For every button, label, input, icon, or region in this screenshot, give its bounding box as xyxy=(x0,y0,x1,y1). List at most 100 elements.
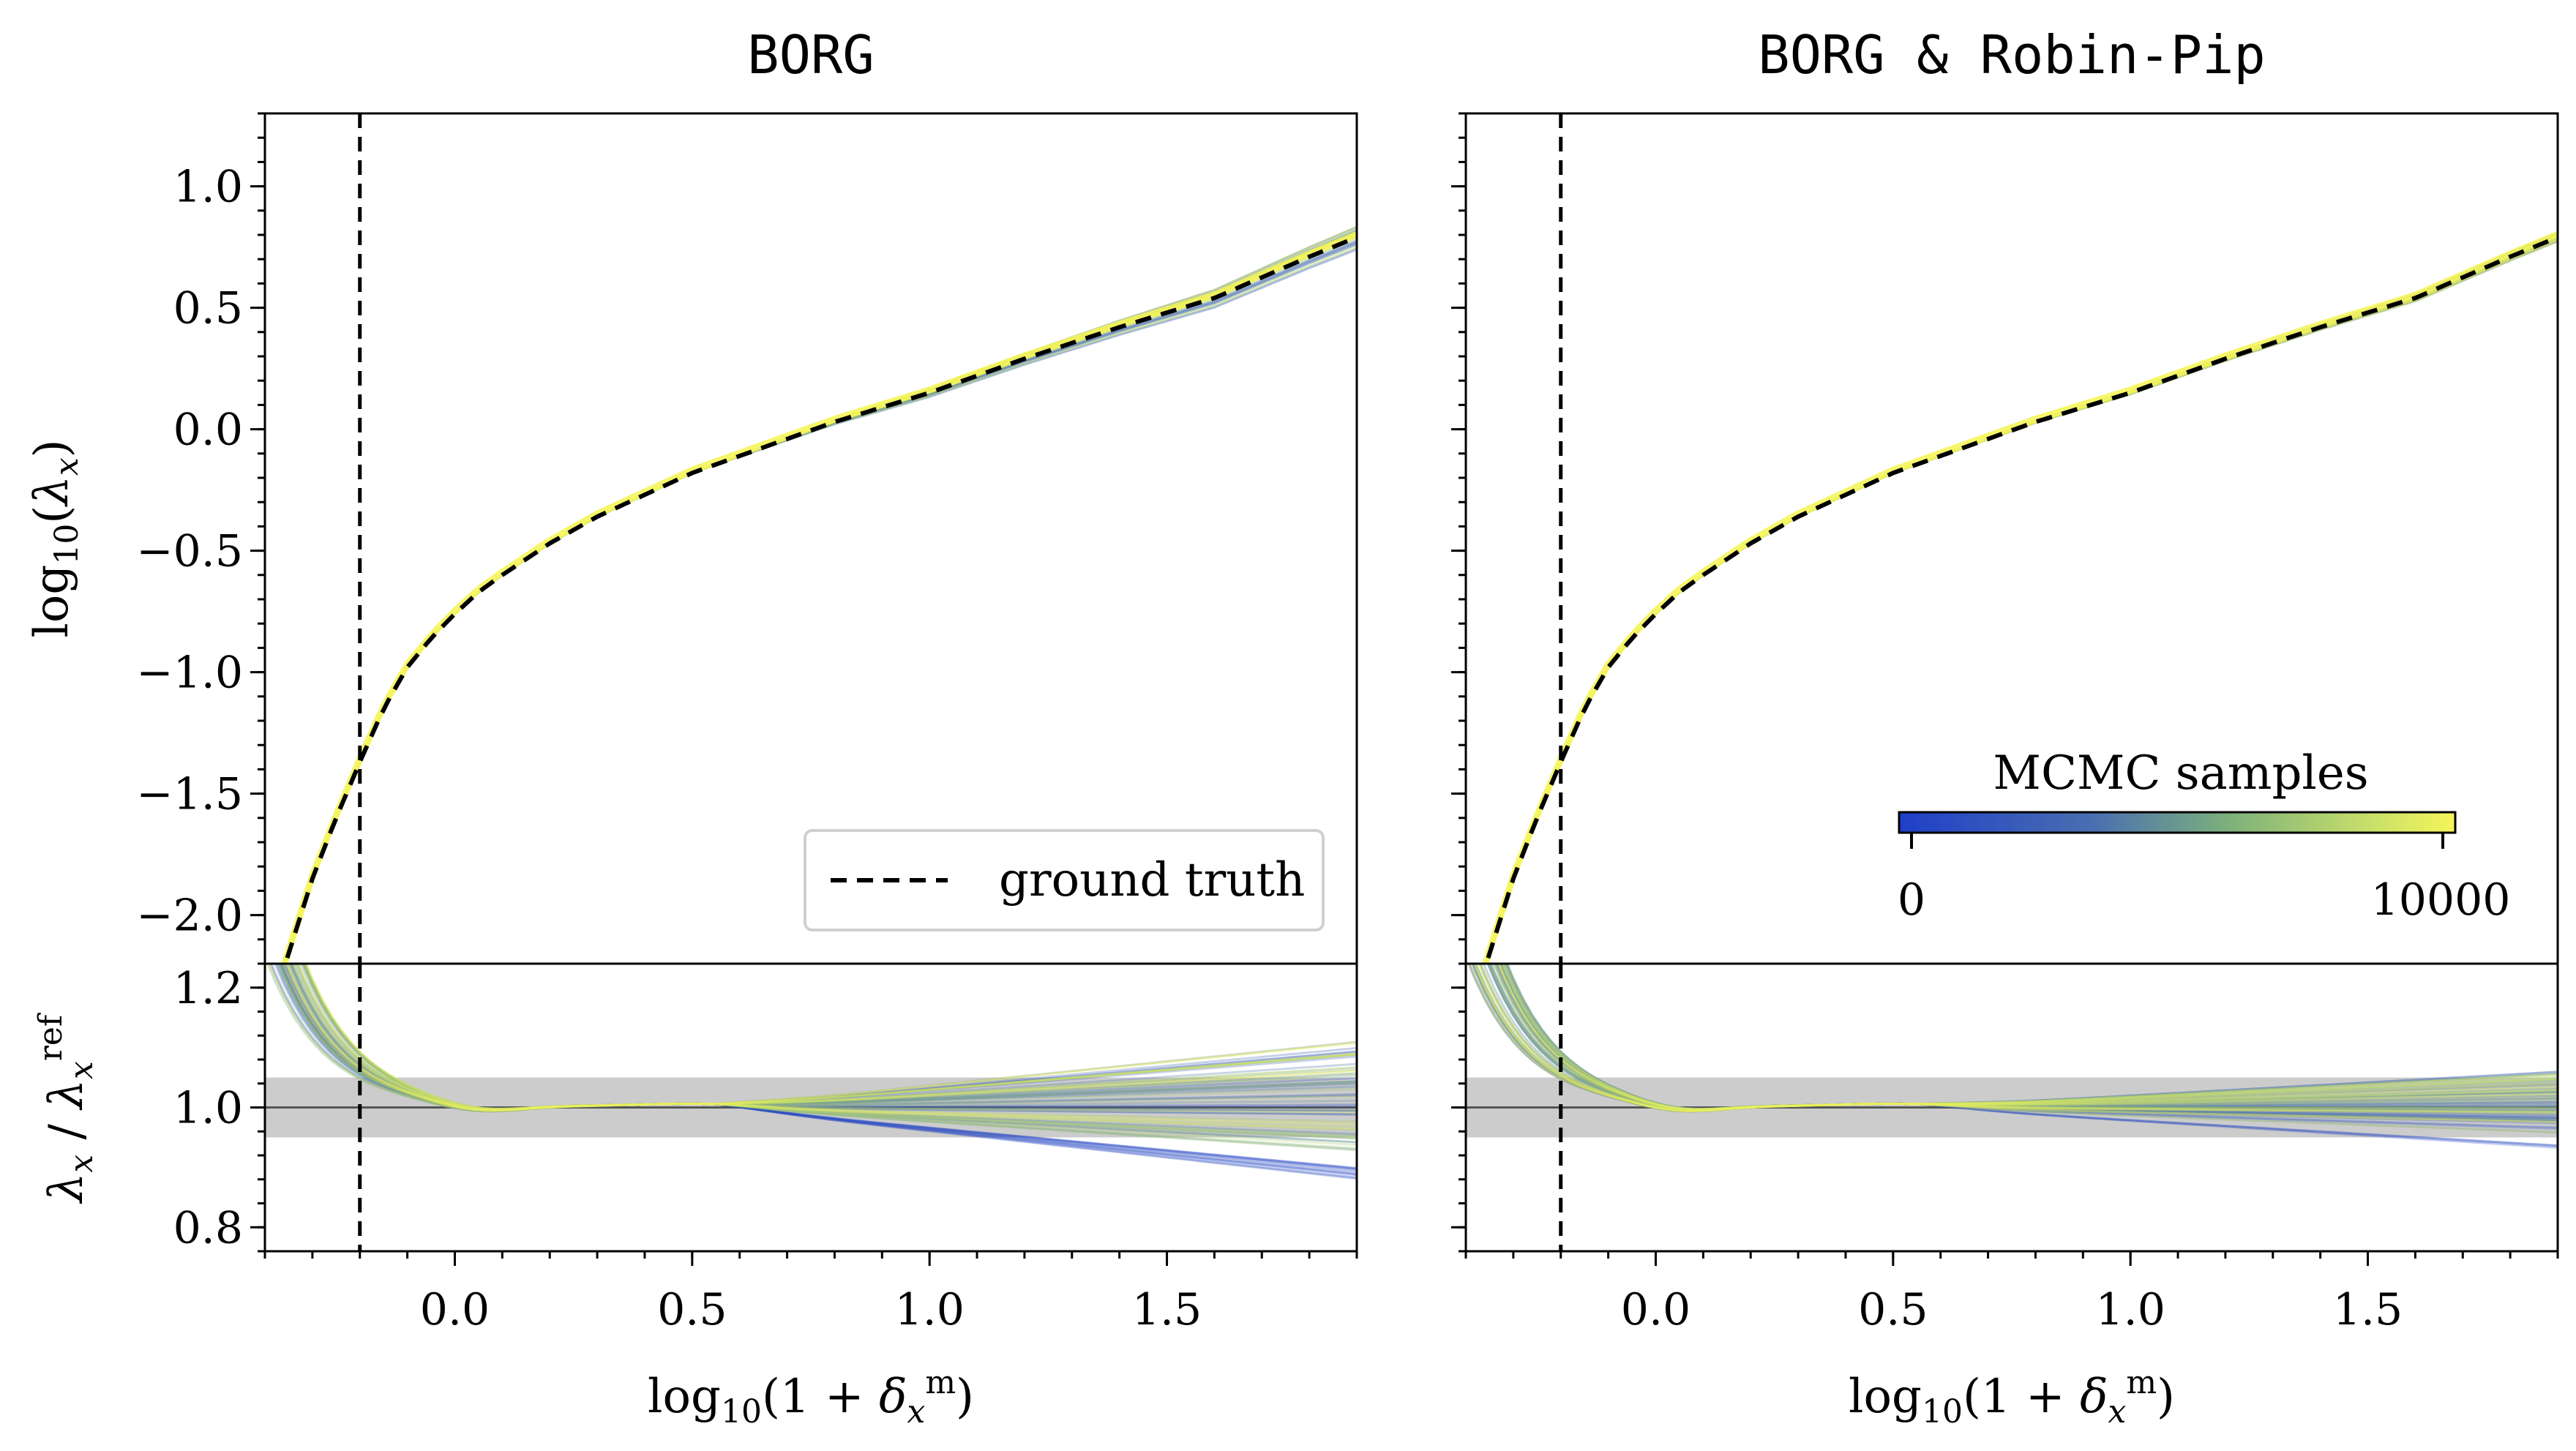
ratio-sample-curve xyxy=(1479,964,2558,1122)
ratio-sample-curve xyxy=(270,964,1357,1136)
ratio-sample-curve xyxy=(288,964,1357,1139)
ratio-sample-curve xyxy=(279,964,1357,1151)
ratio-sample-curve xyxy=(296,964,1357,1111)
ratio-sample-curve xyxy=(296,964,1357,1138)
ground-truth-line xyxy=(282,235,1357,964)
sample-curve xyxy=(284,226,1357,964)
ratio-sample-curve xyxy=(290,964,1357,1111)
ratio-sample-curve xyxy=(1499,964,2558,1111)
ratio-sample-curve xyxy=(303,964,1357,1140)
ratio-sample-curve xyxy=(1474,964,2558,1112)
ratio-sample-curve xyxy=(277,964,1357,1112)
ratio-sample-curve xyxy=(1467,964,2558,1133)
ratio-sample-curve xyxy=(1468,964,2558,1113)
ratio-sample-curve xyxy=(302,964,1357,1150)
x-tick-label: 0.5 xyxy=(657,1284,727,1335)
ratio-sample-curve xyxy=(1473,964,2558,1113)
ratio-sample-curve xyxy=(282,964,1357,1112)
ratio-sample-curve xyxy=(285,964,1357,1144)
y-tick-label: 1.0 xyxy=(173,162,243,213)
y-tick-label: 0.0 xyxy=(173,405,243,456)
ratio-sample-curve xyxy=(1474,964,2558,1122)
ratio-sample-curve xyxy=(279,964,1357,1112)
ratio-sample-curve xyxy=(1487,964,2558,1120)
right-main-frame xyxy=(1464,112,2559,965)
ratio-sample-curve xyxy=(1472,964,2558,1113)
ratio-sample-curve xyxy=(1499,964,2558,1111)
ratio-sample-curve xyxy=(1479,964,2558,1112)
ratio-sample-curve xyxy=(1504,964,2558,1115)
ratio-sample-curve xyxy=(290,964,1357,1116)
y-tick-label: −1.0 xyxy=(136,648,243,699)
ratio-sample-curve xyxy=(1487,964,2558,1111)
ratio-sample-curve xyxy=(302,964,1357,1111)
ratio-sample-curve xyxy=(1473,964,2558,1113)
ratio-sample-curve xyxy=(285,964,1357,1126)
ratio-sample-curve xyxy=(1489,964,2558,1120)
ratio-sample-curve xyxy=(302,964,1357,1172)
ratio-sample-curve xyxy=(1499,964,2558,1147)
ratio-sample-curve xyxy=(1504,964,2558,1125)
ratio-sample-curve xyxy=(1472,964,2558,1113)
ratio-sample-curve xyxy=(285,964,1357,1111)
ratio-sample-curve xyxy=(276,964,1357,1112)
ratio-sample-curve xyxy=(1500,964,2558,1111)
right-main-panel xyxy=(1451,112,2559,965)
ratio-sample-curve xyxy=(278,964,1357,1112)
ratio-sample-curve xyxy=(286,964,1357,1111)
ratio-sample-curve xyxy=(274,964,1357,1112)
ratio-sample-curve xyxy=(302,964,1357,1111)
sample-band-core xyxy=(281,231,1357,964)
ratio-sample-curve xyxy=(280,964,1357,1180)
ratio-sample-curve xyxy=(1498,964,2558,1111)
ratio-sample-curve xyxy=(1467,964,2558,1129)
left-main-ylabel: log10(λx) xyxy=(25,439,86,637)
ratio-sample-curve xyxy=(1489,964,2558,1111)
ratio-sample-curve xyxy=(1503,964,2558,1111)
colorbar: MCMC samples 0 10000 xyxy=(1898,746,2511,926)
sample-curve xyxy=(284,248,1357,964)
ratio-sample-curve xyxy=(296,964,1357,1111)
ratio-sample-curve xyxy=(280,964,1357,1112)
ratio-sample-curve xyxy=(1489,964,2558,1111)
ratio-sample-curve xyxy=(1486,964,2558,1113)
ratio-sample-curve xyxy=(1487,964,2558,1111)
legend-frame xyxy=(804,829,1325,931)
ratio-sample-curve xyxy=(1471,964,2558,1113)
ratio-sample-curve xyxy=(1498,964,2558,1111)
left-xlabel: log10(1 + δxm) xyxy=(648,1364,974,1431)
ratio-sample-curve xyxy=(1492,964,2558,1111)
ratio-sample-curve xyxy=(1474,964,2558,1149)
ratio-sample-curve xyxy=(1497,964,2558,1114)
ratio-sample-curve xyxy=(296,964,1357,1111)
ratio-sample-curve xyxy=(288,964,1357,1111)
y-tick-label: 1.2 xyxy=(173,963,243,1014)
ratio-sample-curve xyxy=(1474,964,2558,1134)
x-tick-label: 0.0 xyxy=(420,1284,490,1335)
ratio-sample-curve xyxy=(1473,964,2558,1123)
sample-curve xyxy=(284,225,1357,964)
ratio-sample-curve xyxy=(1478,964,2558,1123)
ratio-sample-curve xyxy=(1495,964,2558,1117)
ratio-sample-curve xyxy=(280,964,1357,1176)
ratio-sample-curve xyxy=(1497,964,2558,1114)
ratio-sample-curve xyxy=(301,964,1357,1111)
ratio-sample-curve xyxy=(289,964,1357,1174)
ground-truth-line xyxy=(1483,235,2558,964)
ratio-sample-curve xyxy=(281,964,1357,1131)
left-ratio-ylabel: λx / λxref xyxy=(32,1013,100,1204)
ratio-sample-curve xyxy=(1471,964,2558,1124)
ratio-sample-curve xyxy=(282,964,1357,1171)
ratio-sample-curve xyxy=(1492,964,2558,1111)
ratio-sample-curve xyxy=(293,964,1357,1111)
ratio-sample-curve xyxy=(1488,964,2558,1111)
ratio-sample-curve xyxy=(1499,964,2558,1111)
ratio-sample-curve xyxy=(1502,964,2558,1113)
ratio-sample-curve xyxy=(300,964,1357,1140)
ratio-sample-curve xyxy=(269,964,1357,1113)
ratio-sample-curve xyxy=(280,964,1357,1112)
ratio-sample-curve xyxy=(278,964,1357,1112)
colorbar-label: MCMC samples xyxy=(1993,746,2368,801)
ratio-sample-curve xyxy=(266,964,1357,1144)
